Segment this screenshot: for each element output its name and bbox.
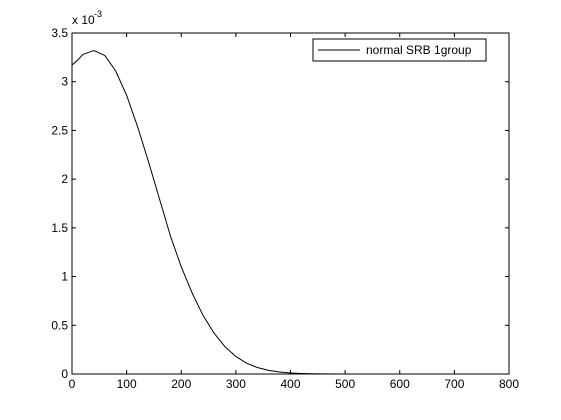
x-tick-label: 400 [280,377,300,391]
ticks-layer: 0 100 200 300 400 500 600 700 800 0 0.5 1 1.5 2 2.5 3 3.… [51,26,519,391]
y-tick-label: 0 [61,367,68,381]
y-exponent-label: x 10 [72,13,95,27]
x-tick-label: 100 [117,377,137,391]
x-tick-label: 0 [69,377,76,391]
y-tick-label: 3.5 [51,26,68,40]
x-tick-label: 600 [390,377,410,391]
y-tick-label: 3 [61,75,68,89]
legend: normal SRB 1group [312,38,487,62]
axes-box [71,32,510,375]
y-tick-label: 1.5 [51,221,68,235]
legend-box [312,38,487,62]
x-tick-label: 800 [499,377,519,391]
series-layer [71,50,488,375]
legend-entry-label: normal SRB 1group [366,43,472,57]
x-tick-label: 300 [226,377,246,391]
x-tick-label: 700 [444,377,464,391]
y-tick-label: 0.5 [51,318,68,332]
y-tick-label: 1 [61,270,68,284]
series-line-0 [71,50,488,375]
y-tick-label: 2 [61,172,68,186]
y-tick-label: 2.5 [51,123,68,137]
x-tick-label: 200 [171,377,191,391]
x-tick-label: 500 [335,377,355,391]
y-exponent-power: -3 [94,9,102,19]
